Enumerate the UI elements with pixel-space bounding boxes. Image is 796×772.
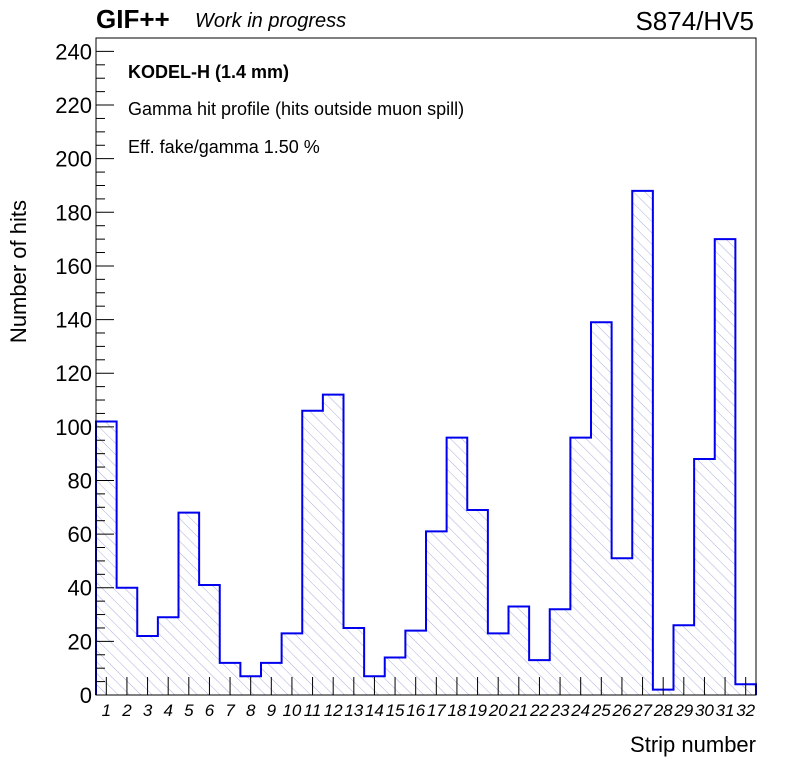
x-tick-label: 16 [406,701,425,720]
x-tick-label: 26 [611,701,631,720]
x-tick-label: 6 [205,701,215,720]
histogram-outline [95,189,757,695]
y-axis-label: Number of hits [6,200,31,343]
bar-strip-12 [322,394,344,695]
bar-strip-21 [508,606,530,695]
bar-strip-27 [632,190,653,695]
bar-strip-31 [714,239,736,696]
bar-strip-2 [116,587,138,695]
bar-strip-15 [384,657,406,695]
chamber-label: S874/HV5 [635,6,754,36]
x-tick-label: 18 [447,701,466,720]
bar-strip-1 [96,421,117,695]
plot-frame [95,37,757,696]
y-tick-label: 100 [55,415,92,440]
y-tick-label: 200 [55,147,92,172]
y-tick-label: 240 [55,39,92,64]
status-label: Work in progress [195,10,347,32]
x-tick-label: 23 [550,701,570,720]
x-tick-label: 28 [653,701,673,720]
bar-strip-18 [446,437,468,695]
x-tick-label: 17 [427,701,446,720]
y-tick-label: 160 [55,254,92,279]
x-tick-label: 5 [184,701,194,720]
y-tick-label: 140 [55,308,92,333]
bar-strip-4 [157,617,179,695]
bar-strip-25 [591,322,612,695]
y-tick-label: 0 [80,683,92,708]
x-tick-label: 15 [386,701,405,720]
bar-strip-24 [570,437,591,695]
y-tick-label: 40 [68,576,92,601]
bar-strip-11 [302,410,323,695]
y-tick-label: 80 [68,468,92,493]
annotation-efficiency: Eff. fake/gamma 1.50 % [128,137,320,157]
x-tick-label: 32 [736,701,755,720]
bar-strip-13 [343,627,365,695]
y-tick-label: 220 [55,93,92,118]
annotation-detector: KODEL-H (1.4 mm) [128,62,289,82]
y-tick-label: 60 [68,522,92,547]
x-tick-label: 20 [488,701,508,720]
bars-layer [96,190,756,696]
bar-strip-3 [137,636,158,695]
x-tick-label: 1 [102,701,111,720]
x-tick-label: 2 [121,701,132,720]
x-tick-label: 4 [163,701,172,720]
bar-strip-17 [426,531,447,695]
bar-strip-30 [694,459,715,695]
y-tick-label: 180 [55,200,92,225]
y-tick-label: 20 [68,629,92,654]
x-tick-label: 22 [529,701,549,720]
bar-strip-5 [178,512,200,695]
x-tick-label: 25 [591,701,611,720]
x-tick-label: 8 [246,701,256,720]
x-tick-label: 7 [225,701,235,720]
x-tick-label: 12 [324,701,343,720]
x-tick-label: 11 [304,701,322,720]
bar-strip-26 [611,558,633,695]
x-tick-label: 24 [570,701,590,720]
bar-strip-16 [405,630,426,695]
x-axis-label: Strip number [630,732,756,757]
bar-strip-20 [487,633,509,695]
x-tick-label: 21 [508,701,528,720]
y-tick-label: 120 [55,361,92,386]
x-tick-label: 13 [344,701,363,720]
x-tick-label: 27 [632,701,652,720]
x-tick-label: 29 [673,701,693,720]
annotation-profile: Gamma hit profile (hits outside muon spi… [128,99,464,119]
x-tick-label: 19 [468,701,487,720]
x-tick-label: 31 [716,701,735,720]
x-tick-label: 3 [143,701,153,720]
x-tick-label: 9 [267,701,277,720]
brand-logo-text: GIF++ [96,4,170,34]
bar-strip-19 [467,509,488,695]
bar-strip-29 [673,625,695,695]
x-tick-label: 14 [365,701,384,720]
bar-strip-23 [549,609,571,695]
x-tick-label: 10 [282,701,301,720]
bar-strip-10 [281,633,303,695]
x-tick-label: 30 [695,701,714,720]
bar-strip-6 [199,585,220,695]
